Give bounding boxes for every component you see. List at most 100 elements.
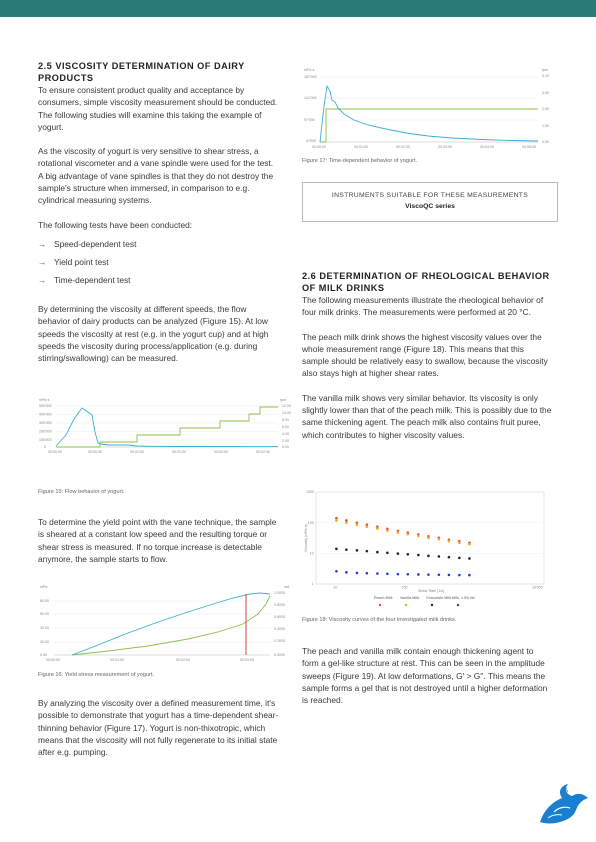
x-tick-label: 00:04:00: [480, 145, 494, 149]
x-tick-label: 00:01:00: [130, 450, 144, 454]
list-item: → Time-dependent test: [38, 271, 280, 289]
fig18-x-ticks: 10 100 10'000: [333, 586, 542, 590]
data-point: [386, 572, 389, 576]
legend-label: Peach Milk: [374, 596, 393, 600]
x-tick-label: 00:01:00: [110, 658, 124, 662]
data-point: [437, 555, 441, 558]
y-tick-label: 500'000: [39, 404, 52, 408]
y-tick-label: 0.00: [40, 653, 47, 657]
x-tick-label: 00:02:00: [396, 145, 410, 149]
x-tick-label: 100: [401, 586, 407, 590]
data-point: [365, 525, 369, 528]
tests-list: → Speed-dependent test → Yield point test …: [38, 235, 280, 289]
y2-tick-label: 6.00: [282, 425, 289, 429]
data-point: [355, 571, 359, 575]
fig18-plot-area: [315, 491, 545, 585]
data-point: [386, 551, 389, 555]
paragraph: To determine the yield point with the va…: [38, 517, 277, 564]
fig18-y-axis-label: Viscosity [mPa·s]: [304, 525, 308, 553]
data-point: [376, 572, 379, 575]
fig17-y2-unit: rpm: [542, 68, 548, 72]
fig16-y-unit: mPa: [40, 585, 47, 589]
fig15-y-unit: mPa·s: [39, 398, 50, 402]
header-bar: [0, 0, 596, 17]
y-tick-label: 1: [311, 582, 313, 586]
fig18-y-ticks: 1000 100 10 1: [306, 490, 314, 586]
data-point: [458, 573, 461, 577]
legend-marker: [456, 603, 460, 607]
fig15-speed-line: [56, 406, 278, 448]
arrow-icon: →: [38, 256, 47, 267]
paragraph: The peach and vanilla milk contain enoug…: [302, 646, 548, 706]
legend-marker: [404, 603, 408, 607]
fig16-x-ticks: 00:00:00 00:01:00 00:02:00 00:03:00: [46, 658, 254, 662]
y2-tick-label: 8.00: [282, 418, 289, 422]
fig15-y2-ticks: 12.00 10.00 8.00 6.00 4.00 2.00 0.00: [282, 404, 291, 449]
x-tick-label: 10: [333, 586, 337, 590]
data-point: [447, 555, 451, 559]
y-tick-label: 97'000: [304, 118, 315, 122]
x-tick-label: 00:01:30: [172, 450, 186, 454]
y-tick-label: 10: [310, 552, 314, 556]
y-tick-label: 40.00: [40, 626, 49, 630]
y2-tick-label: 0.00: [542, 140, 549, 144]
x-tick-label: 00:00:30: [88, 450, 102, 454]
data-point: [355, 521, 359, 524]
data-point: [365, 523, 369, 526]
fig16-gridlines: [54, 600, 270, 643]
data-point: [365, 549, 369, 553]
y2-tick-label: 3.00: [542, 91, 549, 95]
figure-17-chart: mPa·s rpm 187'000 141'000 97'000 47000 3…: [302, 66, 560, 152]
data-point: [376, 527, 379, 530]
fig15-y-ticks: 500'000 400'000 300'000 200'000 100'000 …: [39, 404, 52, 449]
y-tick-label: 187'000: [304, 75, 317, 79]
instruments-box: INSTRUMENTS SUITABLE FOR THESE MEASUREME…: [302, 182, 558, 222]
data-point: [406, 572, 410, 576]
instruments-name: ViscoQC series: [405, 203, 455, 210]
data-point: [355, 549, 359, 552]
fig18-x-axis-label: Shear Rate [1/s]: [418, 589, 444, 593]
right-column-bottom: The peach and vanilla milk contain enoug…: [302, 645, 552, 706]
y2-tick-label: 0.4000: [274, 627, 285, 631]
data-point: [417, 573, 420, 576]
y-tick-label: 141'000: [304, 96, 317, 100]
data-point: [396, 531, 400, 534]
fig17-y-ticks: 187'000 141'000 97'000 47000: [304, 75, 317, 143]
y2-tick-label: 0.6000: [274, 615, 285, 619]
fig18-gridlines: [316, 522, 544, 554]
figure-18-chart: Viscosity [mPa·s] Shear Rate [1/s] 1000 1…: [302, 490, 556, 610]
y2-tick-label: 2.00: [282, 439, 289, 443]
data-point: [427, 554, 430, 558]
x-tick-label: 00:03:00: [240, 658, 254, 662]
y2-tick-label: 12.00: [282, 404, 291, 408]
fig17-y-unit: mPa·s: [304, 68, 315, 72]
paragraph: The following tests have been conducted:: [38, 219, 193, 230]
arrow-icon: →: [38, 274, 47, 285]
y2-tick-label: 10.00: [282, 411, 291, 415]
data-point: [437, 573, 441, 577]
data-point: [447, 539, 451, 543]
figure-16-chart: mPa rad 80.00 60.00 40.00 20.00 0.00 1.0…: [38, 584, 296, 668]
x-tick-label: 00:01:00: [354, 145, 368, 149]
y-tick-label: 400'000: [39, 413, 52, 417]
data-point: [468, 573, 471, 577]
x-tick-label: 00:05:00: [522, 145, 536, 149]
data-point: [417, 534, 420, 538]
data-point: [345, 548, 348, 551]
section-heading-milk-drinks: 2.6 DETERMINATION OF RHEOLOGICAL BEHAVIO…: [302, 271, 550, 293]
fig16-y-ticks: 80.00 60.00 40.00 20.00 0.00: [40, 599, 49, 657]
fig16-y2-ticks: 1.0000 0.8000 0.6000 0.4000 0.2000 0.000…: [274, 591, 285, 657]
y-tick-label: 60.00: [40, 612, 49, 616]
data-point: [345, 521, 348, 524]
y-tick-label: 47000: [306, 139, 316, 143]
fig15-viscosity-line: [55, 407, 279, 448]
y2-tick-label: 4.00: [282, 432, 289, 436]
list-item: → Speed-dependent test: [38, 235, 280, 253]
data-point: [335, 516, 338, 520]
x-tick-label: 00:02:30: [256, 450, 270, 454]
legend-label: Vanilla Milk: [400, 596, 419, 600]
data-point: [335, 547, 338, 551]
fig16-deflection-line: [71, 595, 271, 656]
data-point: [447, 573, 451, 577]
fig16-y2-unit: rad: [284, 585, 289, 589]
